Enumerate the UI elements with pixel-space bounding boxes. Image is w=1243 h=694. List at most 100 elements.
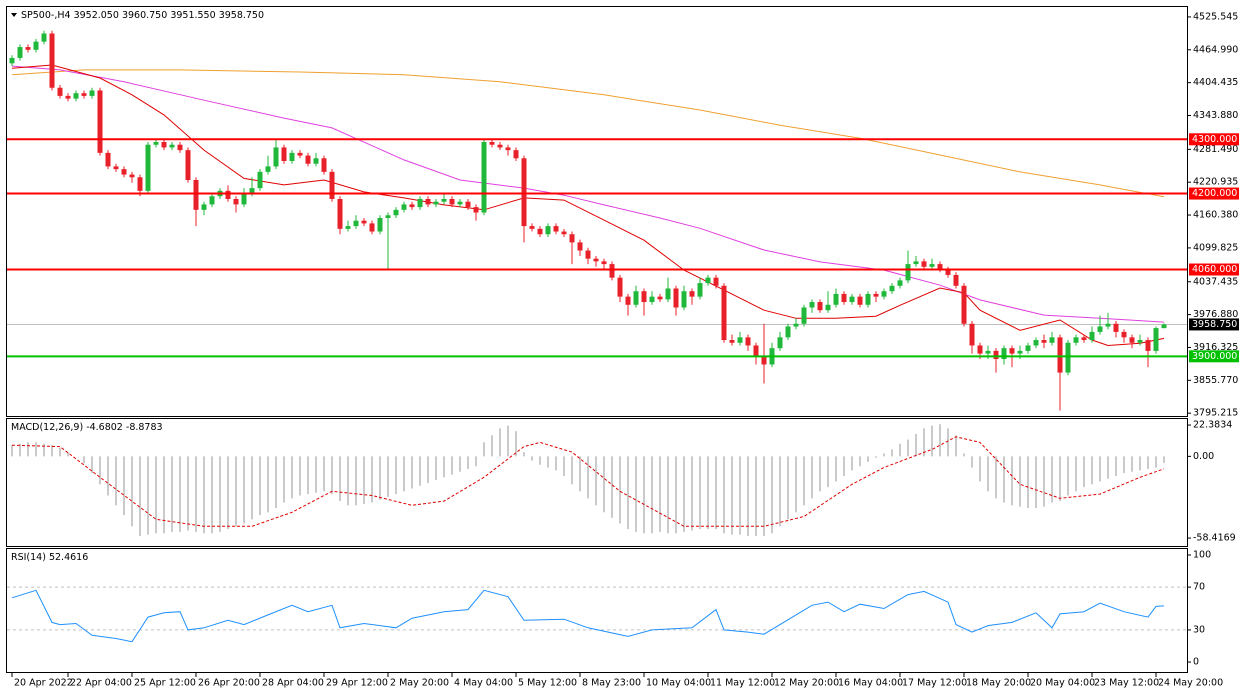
- candle-body: [377, 217, 383, 232]
- y-tick-label: 3976.880: [1193, 309, 1238, 320]
- candle-body: [545, 226, 551, 235]
- macd-pane: [6, 418, 1188, 547]
- candle-body: [337, 198, 343, 229]
- candle-body: [537, 228, 543, 235]
- candle-body: [1017, 350, 1023, 354]
- y-tick-label: 4525.545: [1193, 11, 1238, 22]
- candle-body: [281, 147, 287, 161]
- x-tick-label: 28 Apr 04:00: [262, 678, 324, 689]
- candle-body: [457, 201, 463, 205]
- candle-body: [489, 142, 495, 145]
- x-tick-label: 22 Apr 04:00: [70, 678, 132, 689]
- x-tick-label: 4 May 04:00: [454, 678, 513, 689]
- candle-body: [417, 198, 423, 208]
- candle-body: [521, 158, 527, 227]
- candle-body: [969, 323, 975, 346]
- candle-body: [801, 307, 807, 324]
- y-tick-label: 70: [1193, 582, 1205, 593]
- y-tick-label: 30: [1193, 624, 1205, 635]
- macd-header: MACD(12,26,9) -4.6802 -8.8783: [11, 422, 163, 433]
- candle-body: [705, 277, 711, 284]
- candle-body: [961, 285, 967, 324]
- candle-body: [81, 93, 87, 96]
- candle-body: [177, 144, 183, 151]
- candle-body: [473, 207, 479, 213]
- signal-value: -8.8783: [126, 422, 163, 433]
- x-tick-label: 2 May 20:00: [390, 678, 449, 689]
- moving-average: [11, 64, 1165, 347]
- x-tick-label: 18 May 20:00: [966, 678, 1031, 689]
- candle-body: [465, 201, 471, 208]
- candle-body: [33, 41, 39, 50]
- candle-body: [633, 291, 639, 305]
- candle-body: [145, 144, 151, 191]
- candle-body: [729, 340, 735, 343]
- y-tick-label: 4037.435: [1193, 276, 1238, 287]
- y-tick-label: 100: [1193, 549, 1211, 560]
- level-label: 4060.000: [1192, 264, 1237, 275]
- candle-body: [785, 326, 791, 338]
- level-label: 4300.000: [1192, 134, 1237, 145]
- candle-body: [625, 296, 631, 305]
- level-label-box: [1189, 263, 1239, 276]
- high-label: 3960.750: [122, 10, 167, 21]
- y-tick-label: 22.3834: [1193, 420, 1232, 431]
- candle-body: [825, 304, 831, 311]
- plot-layer: 4525.545 4464.990 4404.435 4343.880 4281.490…: [7, 11, 1239, 689]
- candle-body: [89, 90, 95, 96]
- candle-body: [857, 296, 863, 305]
- candle-body: [137, 177, 143, 191]
- candle-body: [481, 142, 487, 213]
- candle-body: [297, 152, 303, 156]
- candle-body: [1001, 348, 1007, 360]
- candle-body: [233, 198, 239, 205]
- candle-body: [1049, 337, 1055, 343]
- candle-body: [161, 142, 167, 148]
- candle-body: [369, 223, 375, 232]
- candle-body: [265, 166, 271, 172]
- candle-body: [641, 291, 647, 303]
- candle-body: [761, 356, 767, 365]
- candle-body: [321, 158, 327, 172]
- candle-body: [97, 90, 103, 153]
- candle-body: [1065, 342, 1071, 373]
- candle-body: [65, 95, 71, 99]
- candle-body: [737, 337, 743, 343]
- x-tick-label: 20 Apr 2022: [14, 678, 73, 689]
- candle-body: [569, 234, 575, 243]
- candle-body: [9, 57, 15, 64]
- candle-body: [617, 277, 623, 297]
- candle-body: [249, 188, 255, 194]
- candle-body: [793, 323, 799, 327]
- candle-body: [241, 193, 247, 205]
- candle-body: [937, 264, 943, 270]
- y-tick-label: 4281.490: [1193, 144, 1238, 155]
- candle-body: [121, 169, 127, 175]
- candle-body: [57, 87, 63, 96]
- close-label: 3958.750: [219, 10, 264, 21]
- candle-body: [561, 231, 567, 235]
- candle-body: [1137, 340, 1143, 343]
- collapse-arrow[interactable]: [11, 13, 17, 17]
- rsi-value: 52.4616: [49, 552, 88, 563]
- candle-body: [577, 242, 583, 251]
- candle-body: [1129, 337, 1135, 343]
- y-tick-label: 4220.935: [1193, 177, 1238, 188]
- candle-body: [609, 264, 615, 278]
- candle-body: [809, 302, 815, 308]
- candle-body: [1121, 331, 1127, 338]
- candle-body: [185, 150, 191, 180]
- x-tick-label: 25 Apr 12:00: [134, 678, 196, 689]
- candle-body: [745, 337, 751, 346]
- candle-body: [201, 204, 207, 210]
- chart-header: SP500-,H4 3952.050 3960.750 3951.550 395…: [21, 10, 264, 21]
- candle-body: [945, 269, 951, 275]
- candle-body: [41, 33, 47, 42]
- y-tick-label: 4099.825: [1193, 242, 1238, 253]
- x-tick-label: 17 May 12:00: [902, 678, 967, 689]
- x-tick-label: 10 May 04:00: [646, 678, 711, 689]
- candle-body: [49, 33, 55, 88]
- candle-body: [889, 285, 895, 292]
- candle-body: [361, 220, 367, 224]
